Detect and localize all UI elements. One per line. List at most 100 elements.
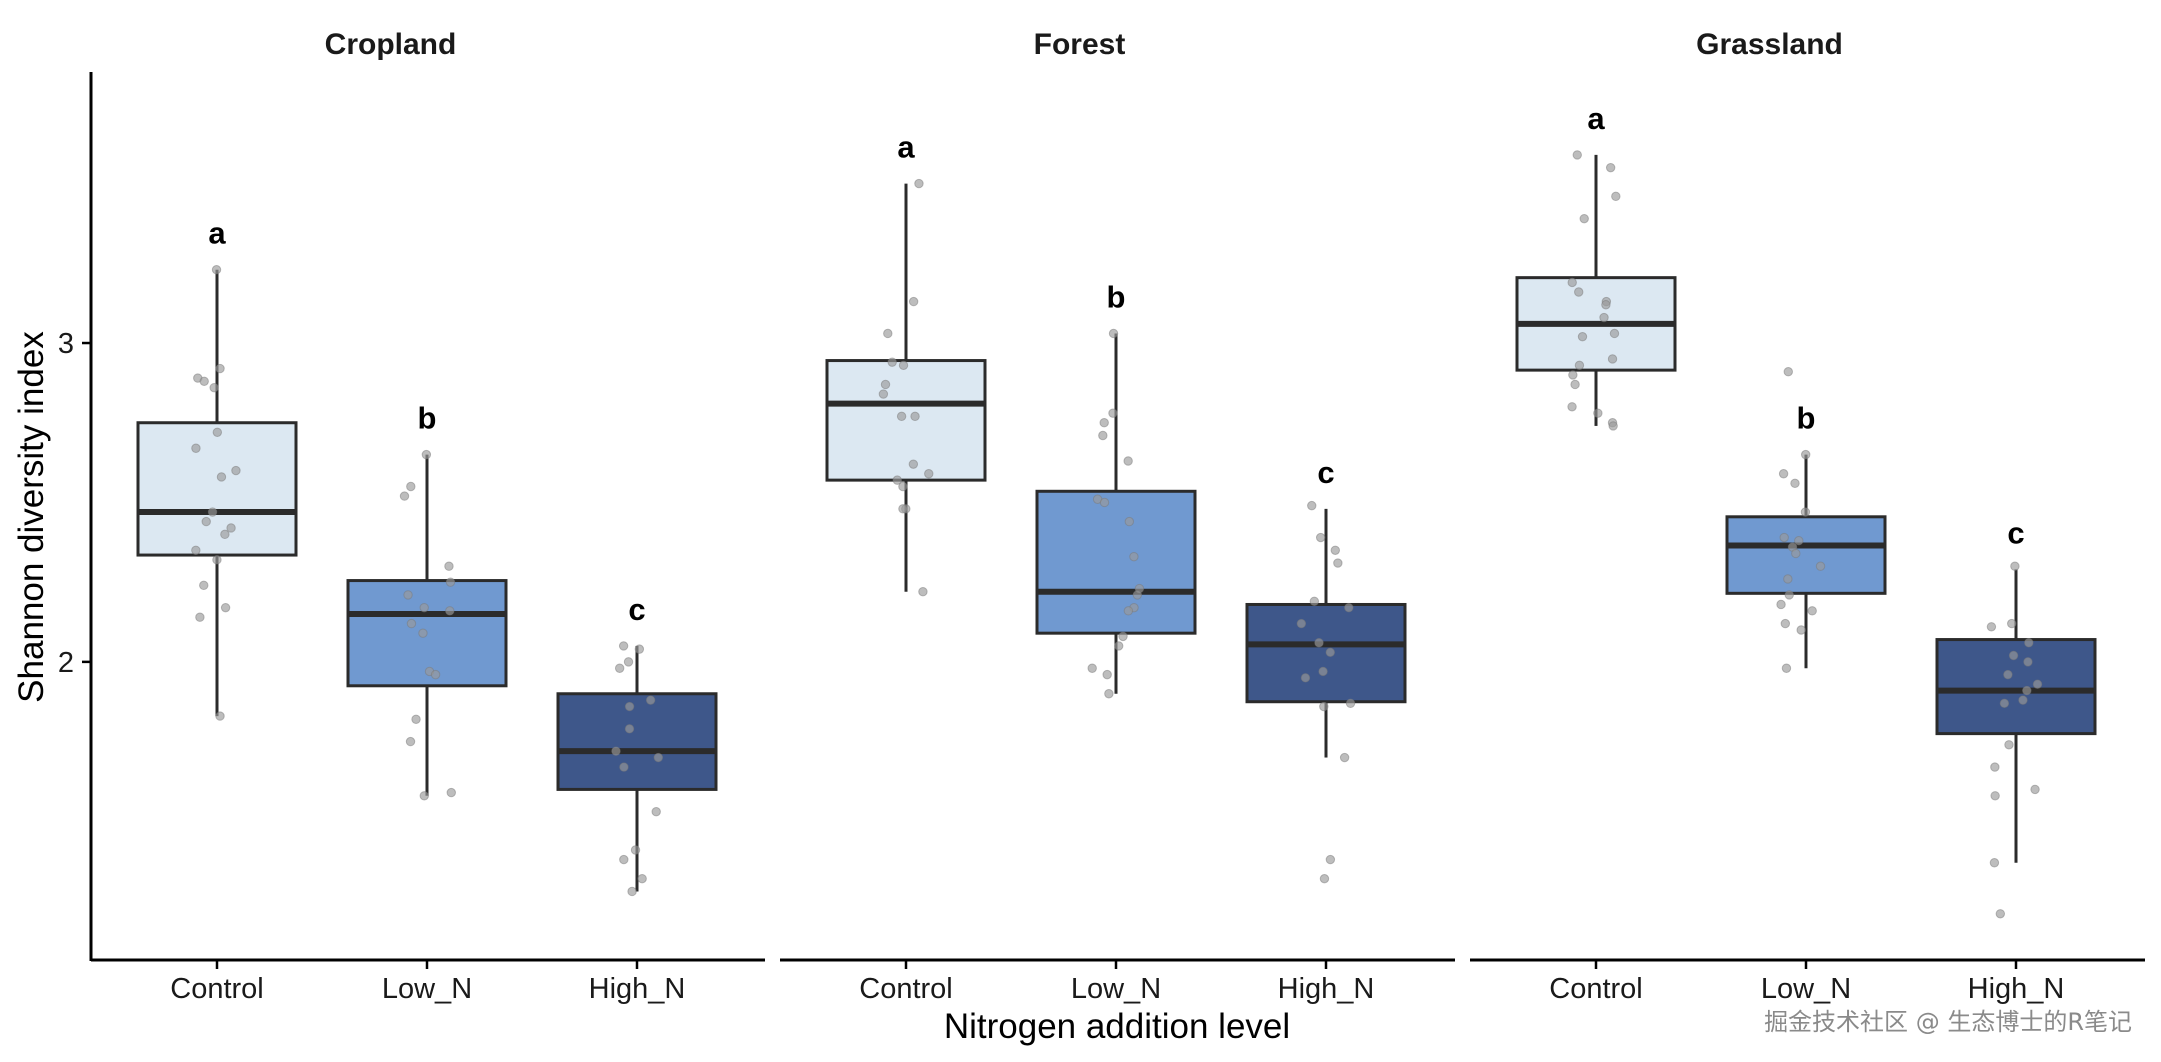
data-point-forest-high-n-12 [1319, 701, 1329, 712]
data-point-forest-high-n-5 [1344, 602, 1354, 613]
data-point-cropland-low-n-6 [419, 602, 429, 613]
data-point-grassland-high-n-6 [2003, 669, 2013, 680]
data-point-grassland-high-n-3 [2024, 638, 2034, 648]
data-point-cropland-low-n-2 [399, 491, 410, 501]
data-point-grassland-low-n-10 [1783, 574, 1793, 584]
facet-title-grassland: Grassland [1696, 28, 1843, 61]
data-point-cropland-control-5 [212, 427, 223, 438]
significance-letter-grassland-high-n: c [2007, 515, 2024, 550]
data-point-forest-low-n-12 [1123, 606, 1134, 616]
data-point-cropland-low-n-12 [411, 714, 421, 724]
data-point-grassland-low-n-2 [1778, 469, 1789, 479]
data-point-grassland-control-9 [1609, 328, 1620, 339]
data-point-cropland-high-n-3 [614, 663, 625, 673]
x-tick-label-forest-high-n: High_N [1278, 973, 1375, 1005]
data-point-cropland-high-n-12 [619, 854, 629, 865]
data-point-grassland-high-n-7 [2032, 679, 2043, 689]
data-point-grassland-high-n-10 [1999, 698, 2010, 709]
data-point-cropland-low-n-8 [406, 618, 417, 629]
data-point-cropland-control-9 [207, 507, 218, 517]
x-tick-label-cropland-control: Control [170, 973, 264, 1005]
data-point-forest-low-n-17 [1104, 689, 1114, 699]
data-point-forest-high-n-11 [1345, 698, 1356, 709]
data-point-cropland-control-10 [201, 516, 211, 527]
data-point-forest-low-n-16 [1102, 669, 1112, 680]
significance-letter-cropland-low-n: b [418, 401, 437, 436]
points-layer [191, 150, 2043, 919]
data-point-cropland-control-8 [216, 472, 227, 482]
data-point-cropland-high-n-6 [624, 724, 635, 734]
facet-title-cropland: Cropland [325, 28, 457, 61]
data-point-grassland-low-n-9 [1815, 561, 1826, 571]
data-point-cropland-control-6 [191, 443, 201, 453]
data-point-cropland-low-n-7 [445, 606, 455, 616]
data-point-forest-control-11 [892, 475, 902, 485]
data-point-cropland-control-1 [215, 363, 225, 374]
data-point-grassland-high-n-4 [2008, 650, 2019, 661]
data-point-forest-low-n-1 [1108, 408, 1118, 418]
data-point-forest-control-8 [910, 411, 920, 422]
data-point-grassland-high-n-11 [2004, 740, 2014, 750]
data-point-grassland-low-n-11 [1784, 590, 1794, 600]
data-point-cropland-control-7 [231, 465, 241, 476]
x-tick-label-forest-low-n: Low_N [1071, 973, 1161, 1005]
data-point-cropland-low-n-0 [421, 449, 432, 460]
x-tick-label-forest-control: Control [859, 973, 953, 1005]
data-point-grassland-low-n-0 [1783, 367, 1793, 377]
x-tick-label-cropland-low-n: Low_N [382, 973, 472, 1005]
data-point-grassland-low-n-3 [1790, 478, 1800, 489]
data-point-forest-control-10 [924, 469, 934, 479]
significance-letter-cropland-high-n: c [628, 592, 645, 627]
data-point-cropland-high-n-7 [611, 746, 621, 756]
box-cropland-high-n [556, 692, 718, 791]
box-grassland-high-n [1935, 638, 2097, 736]
data-point-cropland-high-n-8 [653, 752, 664, 763]
data-point-grassland-control-12 [1574, 360, 1585, 371]
data-point-cropland-control-12 [220, 529, 230, 540]
data-point-grassland-high-n-2 [1986, 622, 1997, 632]
data-point-forest-high-n-14 [1325, 854, 1336, 865]
significance-letter-forest-low-n: b [1107, 279, 1126, 314]
data-point-cropland-control-13 [191, 545, 201, 555]
data-point-grassland-low-n-8 [1791, 548, 1801, 559]
y-tick-label-3: 3 [58, 328, 74, 360]
data-point-grassland-control-3 [1579, 213, 1589, 224]
data-point-forest-high-n-2 [1330, 545, 1340, 555]
data-point-grassland-low-n-16 [1781, 663, 1792, 673]
data-point-forest-low-n-15 [1087, 663, 1097, 673]
data-point-grassland-control-4 [1567, 277, 1577, 288]
data-point-grassland-control-18 [1608, 421, 1618, 431]
data-point-grassland-high-n-0 [2010, 561, 2020, 571]
data-point-grassland-control-14 [1570, 379, 1580, 390]
data-point-forest-control-3 [887, 357, 897, 367]
data-point-cropland-low-n-15 [419, 791, 429, 801]
data-point-forest-low-n-8 [1129, 551, 1139, 562]
data-point-cropland-control-15 [199, 580, 209, 591]
boxes-layer [136, 154, 2097, 892]
significance-letter-cropland-control: a [208, 216, 226, 251]
data-point-cropland-low-n-3 [444, 561, 454, 571]
significance-letter-forest-high-n: c [1317, 455, 1334, 490]
box-forest-low-n [1035, 489, 1197, 635]
data-point-grassland-high-n-15 [1989, 858, 2000, 868]
data-point-grassland-low-n-6 [1794, 536, 1804, 546]
data-point-forest-control-9 [908, 459, 919, 469]
data-point-grassland-low-n-1 [1801, 449, 1811, 460]
data-point-cropland-low-n-11 [430, 669, 441, 680]
data-point-grassland-high-n-16 [1995, 909, 2006, 919]
data-point-forest-control-5 [880, 379, 891, 390]
data-point-forest-high-n-4 [1309, 596, 1320, 606]
x-tick-label-cropland-high-n: High_N [589, 973, 686, 1005]
significance-letter-grassland-low-n: b [1797, 401, 1816, 436]
data-point-cropland-high-n-11 [630, 845, 641, 855]
data-point-grassland-control-7 [1601, 300, 1611, 310]
data-point-forest-control-7 [896, 411, 907, 422]
data-point-grassland-low-n-4 [1800, 507, 1811, 517]
data-point-grassland-high-n-8 [2022, 685, 2032, 696]
data-point-cropland-control-14 [212, 555, 222, 565]
data-point-cropland-low-n-13 [405, 736, 416, 747]
data-point-forest-control-12 [898, 481, 908, 492]
data-point-forest-low-n-3 [1098, 430, 1108, 441]
data-point-grassland-high-n-12 [1990, 762, 2000, 772]
data-point-grassland-control-5 [1574, 287, 1584, 297]
